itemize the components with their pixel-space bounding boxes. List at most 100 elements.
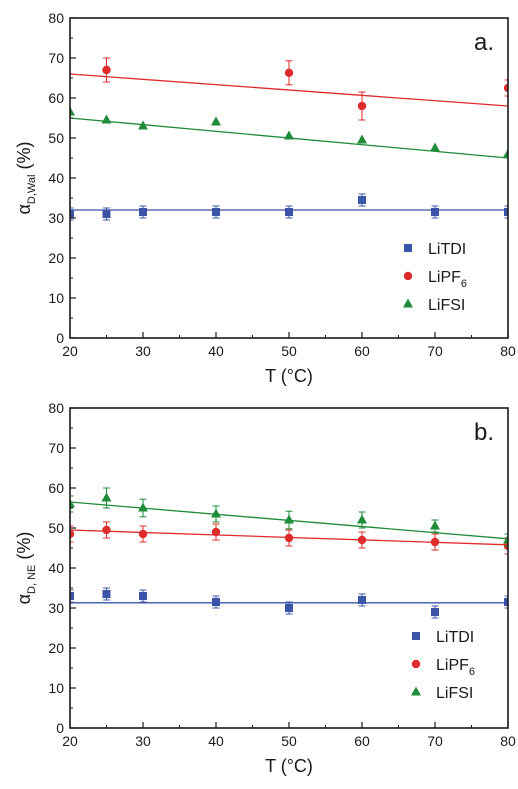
y-tick-label: 40 xyxy=(48,560,64,576)
data-point xyxy=(357,535,367,545)
legend: LiTDI LiPF6 LiFSI xyxy=(403,241,467,314)
legend-label: LiPF6 xyxy=(436,657,475,678)
data-point xyxy=(430,537,440,547)
data-point xyxy=(102,525,111,535)
x-tick-label: 60 xyxy=(354,343,370,359)
fit-line xyxy=(69,73,509,107)
x-tick-label: 80 xyxy=(500,343,516,359)
x-tick-label: 40 xyxy=(208,343,224,359)
y-axis-label: αD, NE (%) xyxy=(14,532,38,605)
data-points xyxy=(70,57,508,221)
y-tick-label: 40 xyxy=(48,170,64,186)
data-point xyxy=(211,508,221,518)
legend-marker xyxy=(403,271,413,281)
x-tick-label: 30 xyxy=(135,733,151,749)
legend-label: LiTDI xyxy=(436,629,474,646)
data-point xyxy=(70,106,75,116)
data-point xyxy=(430,142,440,152)
y-tick-label: 0 xyxy=(56,330,64,346)
legend-marker xyxy=(411,686,421,696)
data-point xyxy=(102,210,111,218)
y-tick-label: 50 xyxy=(48,520,64,536)
x-tick-label: 50 xyxy=(281,733,297,749)
legend-marker xyxy=(404,244,412,252)
y-tick-label: 70 xyxy=(48,50,64,66)
x-axis-label: T (°C) xyxy=(265,366,313,386)
legend-marker xyxy=(412,632,420,640)
x-tick-label: 40 xyxy=(208,733,224,749)
data-point xyxy=(357,101,367,111)
y-tick-label: 10 xyxy=(48,290,64,306)
x-tick-label: 70 xyxy=(427,733,443,749)
data-point xyxy=(284,68,294,78)
data-point xyxy=(101,492,112,502)
data-point xyxy=(503,148,508,158)
x-tick-label: 60 xyxy=(354,733,370,749)
data-point xyxy=(285,604,293,612)
data-point xyxy=(358,596,366,604)
data-point xyxy=(503,83,508,93)
y-tick-label: 80 xyxy=(48,400,64,416)
x-tick-label: 70 xyxy=(427,343,443,359)
data-point xyxy=(70,592,74,600)
x-tick-label: 30 xyxy=(135,343,151,359)
data-point xyxy=(431,208,439,216)
panel-label: a. xyxy=(474,29,494,56)
data-point xyxy=(70,210,74,218)
x-tick-label: 20 xyxy=(62,343,78,359)
data-point xyxy=(284,533,294,543)
x-tick-label: 50 xyxy=(281,343,297,359)
legend-marker xyxy=(403,298,413,308)
data-points xyxy=(70,487,508,619)
x-tick-label: 80 xyxy=(500,733,516,749)
panel-a: 20 30 40 50 60 70 80 0 10 20 30 40 50 60 70 80 T (°C) αD,… xyxy=(14,10,516,386)
data-point xyxy=(139,592,147,600)
data-point xyxy=(102,590,111,598)
x-axis-label: T (°C) xyxy=(265,756,313,776)
y-tick-label: 80 xyxy=(48,10,64,26)
legend-label-sub: 6 xyxy=(469,666,475,678)
data-point xyxy=(357,514,367,524)
y-label-subscript: D,Wal xyxy=(26,175,38,205)
data-point xyxy=(138,502,148,512)
legend-label-main: LiPF xyxy=(428,269,461,286)
y-label-symbol: α xyxy=(14,204,34,214)
data-point xyxy=(70,529,75,539)
data-point xyxy=(358,196,366,204)
data-point xyxy=(102,65,111,75)
data-point xyxy=(503,534,508,544)
data-point xyxy=(139,208,147,216)
y-tick-label: 60 xyxy=(48,480,64,496)
data-point xyxy=(211,116,221,126)
data-point xyxy=(357,134,367,144)
y-tick-label: 30 xyxy=(48,210,64,226)
plot-frame xyxy=(69,407,509,729)
legend-label-sub: 6 xyxy=(461,278,467,290)
panel-label: b. xyxy=(474,419,494,446)
data-point xyxy=(504,598,508,606)
y-tick-label: 60 xyxy=(48,90,64,106)
y-tick-label: 0 xyxy=(56,720,64,736)
y-tick-label: 10 xyxy=(48,680,64,696)
legend-label: LiPF6 xyxy=(428,269,467,290)
data-point xyxy=(284,130,294,140)
legend-label: LiFSI xyxy=(436,685,473,702)
data-point xyxy=(504,208,508,216)
data-point xyxy=(431,608,439,616)
y-label-unit: (%) xyxy=(14,142,34,175)
data-point xyxy=(101,114,112,124)
data-point xyxy=(430,520,440,530)
legend-label: LiTDI xyxy=(428,241,466,258)
panel-b: 20 30 40 50 60 70 80 0 10 20 30 40 50 60 70 80 T (°C) αD,… xyxy=(14,400,516,776)
y-tick-label: 20 xyxy=(48,640,64,656)
y-tick-label: 50 xyxy=(48,130,64,146)
x-tick-label: 20 xyxy=(62,733,78,749)
data-point xyxy=(285,208,293,216)
data-point xyxy=(212,208,220,216)
legend: LiTDI LiPF6 LiFSI xyxy=(411,629,475,702)
data-point xyxy=(70,498,75,508)
legend-label: LiFSI xyxy=(428,297,465,314)
data-point xyxy=(138,120,148,130)
y-label-symbol: α xyxy=(14,594,34,604)
y-axis-label: αD,Wal (%) xyxy=(14,142,38,215)
